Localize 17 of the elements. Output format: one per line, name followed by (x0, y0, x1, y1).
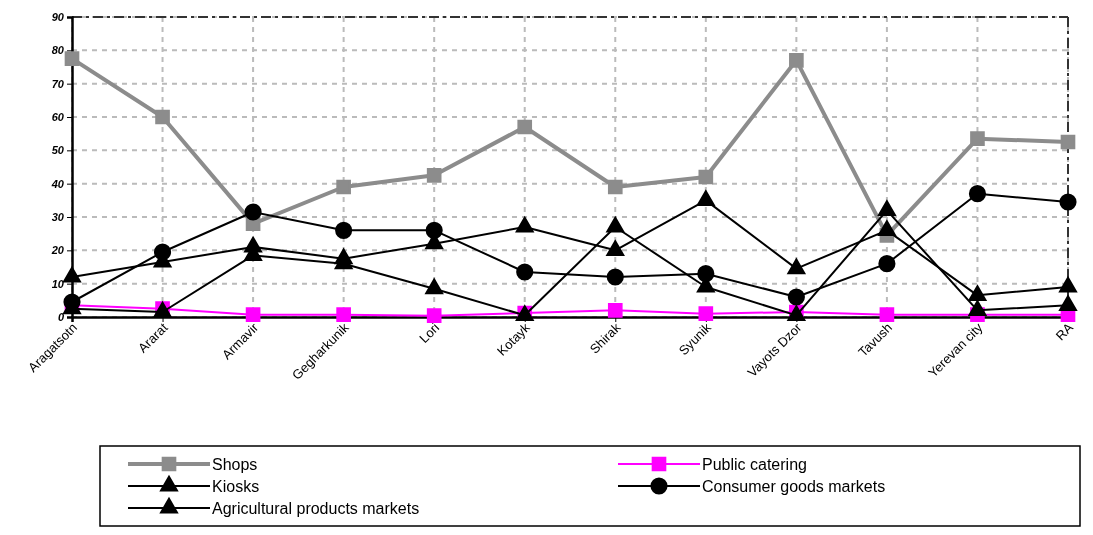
y-tick-label: 20 (50, 244, 65, 257)
legend-label: Kiosks (212, 478, 260, 495)
y-tick-label: 90 (51, 11, 65, 24)
y-tick-label: 40 (50, 177, 65, 190)
legend-label: Shops (212, 456, 258, 473)
y-tick-label: 80 (51, 44, 65, 57)
x-tick-label: RA (1052, 319, 1077, 344)
legend-label: Public catering (702, 456, 807, 473)
y-tick-label: 60 (51, 111, 65, 124)
y-tick-label: 70 (51, 77, 65, 90)
y-tick-label: 10 (51, 277, 65, 290)
legend-label: Consumer goods markets (702, 478, 886, 495)
y-tick-label: 0 (57, 311, 65, 324)
legend-label: Agricultural products markets (212, 500, 420, 517)
y-tick-label: 50 (51, 144, 65, 157)
x-tick-label: Lori (416, 319, 443, 346)
y-tick-label: 30 (51, 211, 65, 224)
